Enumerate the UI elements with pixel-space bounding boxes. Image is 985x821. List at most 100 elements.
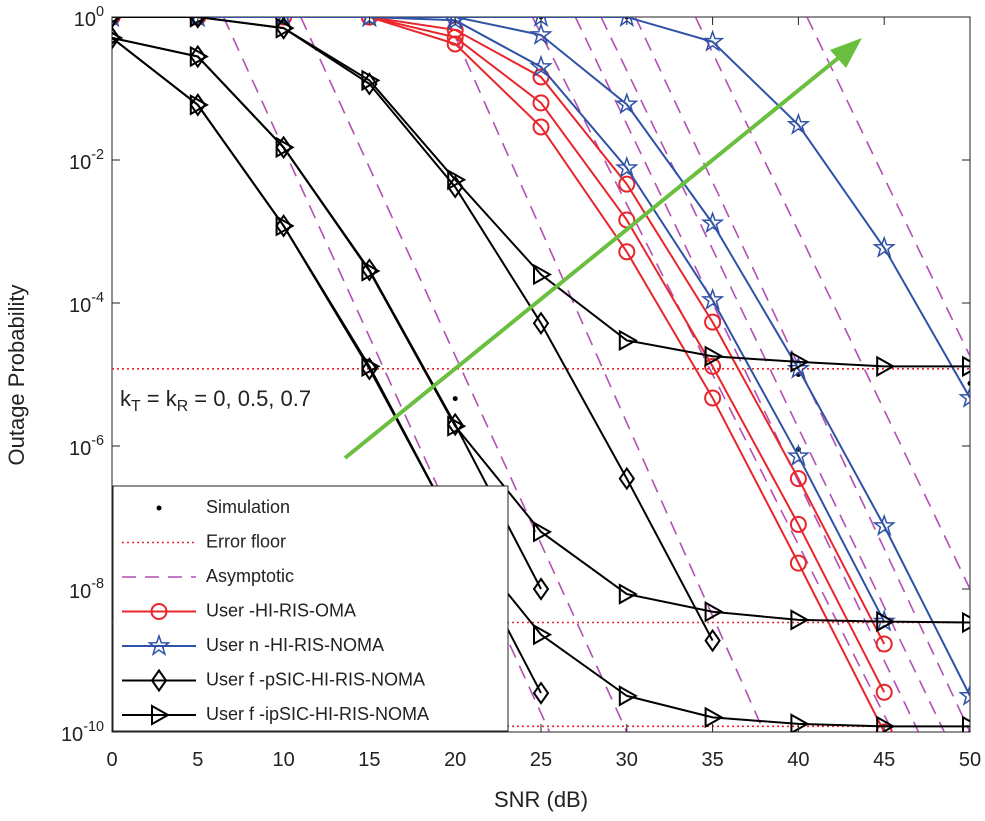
series-line xyxy=(112,36,970,624)
x-tick-label: 10 xyxy=(272,749,294,771)
marker xyxy=(275,215,295,237)
y-tick-label: 10-8 xyxy=(69,576,104,603)
marker xyxy=(529,54,553,77)
x-tick-label: 50 xyxy=(959,749,981,771)
y-tick-label: 10-2 xyxy=(69,147,104,174)
marker xyxy=(147,633,171,656)
marker xyxy=(618,243,636,261)
marker xyxy=(618,685,638,707)
asymptote xyxy=(445,17,765,732)
marker xyxy=(275,136,295,159)
marker xyxy=(962,611,970,634)
marker xyxy=(789,515,807,533)
marker xyxy=(275,17,295,39)
series-line xyxy=(112,17,970,368)
marker xyxy=(958,683,970,706)
marker xyxy=(446,412,464,437)
marker xyxy=(786,443,811,467)
marker xyxy=(112,17,124,24)
marker xyxy=(452,396,458,402)
marker xyxy=(962,355,970,378)
x-tick-label: 30 xyxy=(616,749,638,771)
x-tick-label: 5 xyxy=(192,749,203,771)
legend-label: Error floor xyxy=(206,531,286,551)
legend-label: User f -pSIC-HI-RIS-NOMA xyxy=(206,669,425,689)
x-tick-label: 25 xyxy=(530,749,552,771)
legend-label: Asymptotic xyxy=(206,566,294,586)
marker xyxy=(533,521,553,543)
series-line xyxy=(112,17,970,399)
plot-layer xyxy=(112,17,970,732)
marker xyxy=(361,355,381,378)
y-tick-label: 10-6 xyxy=(69,433,104,460)
y-tick-label: 100 xyxy=(74,4,104,31)
marker xyxy=(704,345,724,367)
marker xyxy=(872,513,896,536)
series-line xyxy=(112,37,970,728)
marker xyxy=(876,715,896,732)
marker xyxy=(876,610,896,633)
marker xyxy=(156,505,162,511)
marker xyxy=(875,635,893,653)
marker xyxy=(532,311,550,336)
x-axis-label: SNR (dB) xyxy=(494,787,588,812)
marker xyxy=(876,355,896,378)
y-tick-label: 10-10 xyxy=(61,719,104,746)
asymptote xyxy=(634,17,970,732)
series-line xyxy=(112,17,886,693)
x-tick-label: 20 xyxy=(444,749,466,771)
trend-arrow xyxy=(343,38,862,460)
marker xyxy=(967,380,970,386)
marker xyxy=(790,609,810,631)
marker xyxy=(532,94,550,112)
annotation: kT = kR = 0, 0.5, 0.7 xyxy=(120,386,311,415)
marker xyxy=(532,681,550,705)
marker xyxy=(618,329,638,352)
marker xyxy=(618,466,636,491)
legend: Simulation Error floor Asymptotic User -HI-… xyxy=(112,485,509,732)
asymptote xyxy=(694,17,970,590)
marker xyxy=(361,258,378,282)
marker xyxy=(700,211,725,234)
x-tick-label: 15 xyxy=(358,749,380,771)
marker xyxy=(958,385,970,408)
x-tick-label: 40 xyxy=(787,749,809,771)
x-tick-label: 0 xyxy=(106,749,117,771)
marker xyxy=(704,628,721,653)
marker xyxy=(704,313,722,331)
series-line xyxy=(112,17,886,623)
legend-label: User f -ipSIC-HI-RIS-NOMA xyxy=(206,704,429,724)
marker xyxy=(361,72,378,96)
marker xyxy=(189,94,209,116)
marker xyxy=(532,577,550,601)
marker xyxy=(189,17,209,28)
marker xyxy=(790,351,810,373)
marker xyxy=(789,554,807,572)
marker xyxy=(790,713,810,732)
series-line xyxy=(112,17,886,645)
y-axis-label: Outage Probability xyxy=(4,285,29,466)
marker xyxy=(361,69,381,92)
marker xyxy=(962,715,970,732)
marker xyxy=(789,470,807,488)
marker xyxy=(618,175,636,193)
marker xyxy=(150,668,168,693)
marker xyxy=(700,287,725,310)
series-line xyxy=(112,17,886,732)
marker xyxy=(150,603,168,620)
marker xyxy=(700,29,725,52)
marker xyxy=(533,263,553,286)
marker xyxy=(618,583,638,605)
legend-label: User -HI-RIS-OMA xyxy=(206,600,356,620)
marker xyxy=(529,22,553,45)
asymptote xyxy=(600,17,945,732)
marker xyxy=(446,35,464,53)
marker xyxy=(189,45,209,68)
marker xyxy=(704,389,722,407)
marker xyxy=(704,706,724,729)
marker xyxy=(189,17,207,29)
marker xyxy=(151,704,171,726)
marker xyxy=(615,155,639,179)
y-tick-label: 10-4 xyxy=(69,290,104,317)
